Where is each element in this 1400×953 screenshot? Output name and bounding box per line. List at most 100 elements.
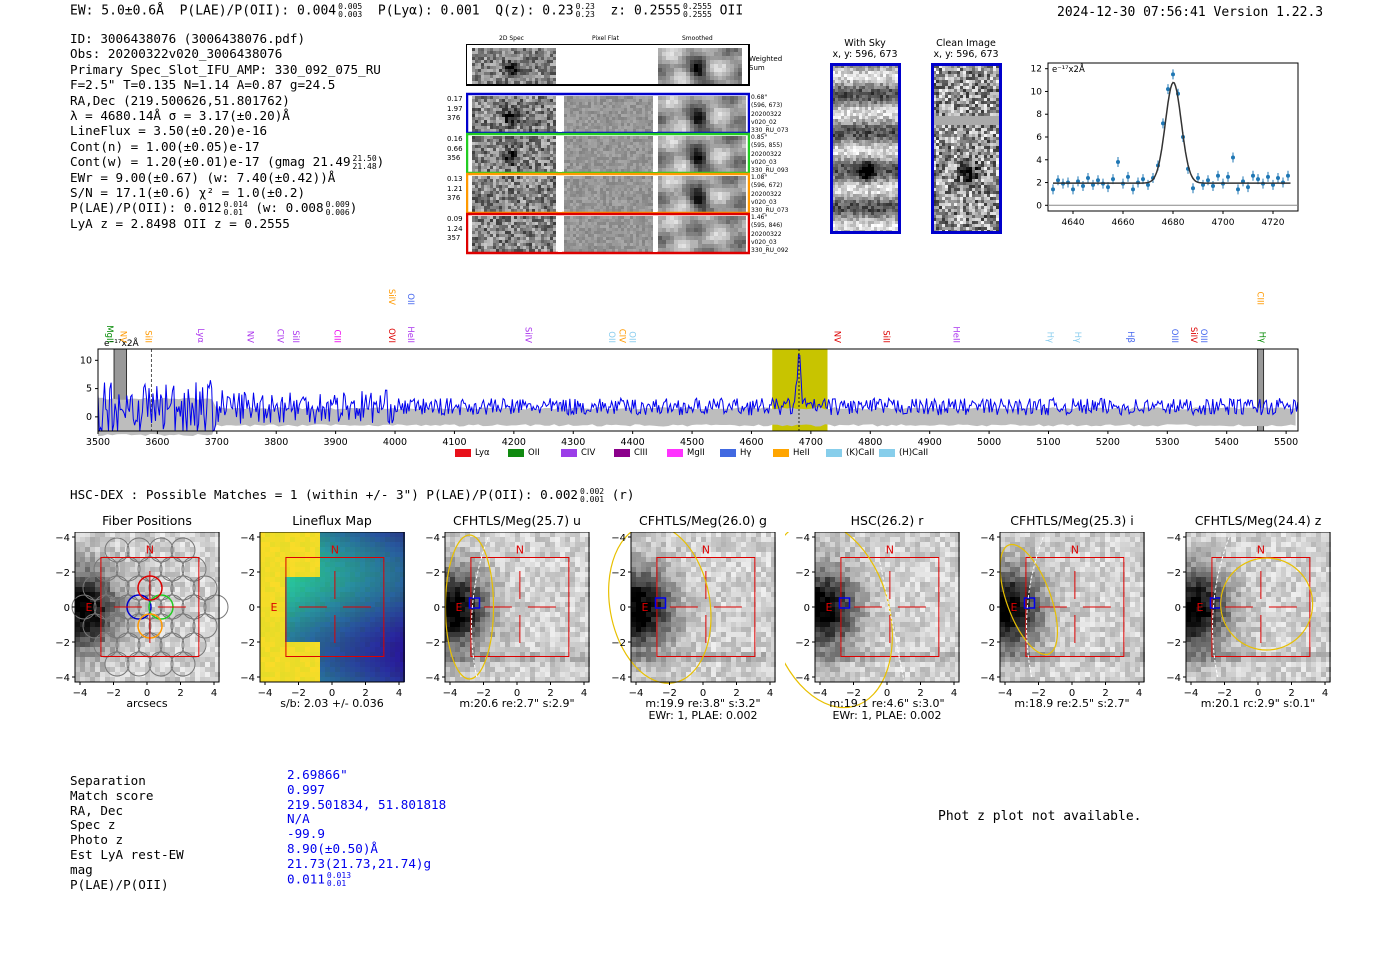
pixel [633,108,636,111]
pixel [535,151,538,154]
pixel [585,111,588,114]
pixel [508,145,511,148]
smooth-pixel [658,152,662,156]
pixel [594,234,597,237]
sky-pixel [880,104,883,107]
pixel [588,237,591,240]
pixel [600,102,603,105]
smooth-pixel [694,200,698,204]
row-3-right-4: 330_RU_092 [751,247,789,255]
pixel [576,154,579,157]
pixel [478,179,481,182]
pixel [567,225,570,228]
pixel [472,123,475,126]
pixel [490,108,493,111]
pixel [609,166,612,169]
pixel [520,69,523,72]
pixel [529,51,532,54]
pixel [564,225,567,228]
smooth-pixel [694,52,698,56]
pixel [576,219,579,222]
pixel [570,249,573,252]
sky-pixel [853,161,856,164]
sky-pixel [850,128,853,131]
pixel [615,237,618,240]
smooth-pixel [706,240,710,244]
sky-pixel [862,116,865,119]
pixel [553,197,556,200]
sky-pixel [850,71,853,74]
pixel [576,145,579,148]
smooth-pixel [726,136,730,140]
pixel [609,222,612,225]
sky-pixel [895,68,898,71]
pixel [597,105,600,108]
sky-pixel [832,155,835,158]
pixel [478,160,481,163]
pixel [550,48,553,51]
pixel [496,225,499,228]
pixel [493,163,496,166]
smooth-pixel [670,184,674,188]
pixel [591,206,594,209]
sky-pixel [832,131,835,134]
pixel [612,99,615,102]
pixel [535,105,538,108]
sky-pixel [850,65,853,68]
smooth-pixel [718,80,722,84]
pixel [564,139,567,142]
smooth-pixel [682,160,686,164]
pixel [582,176,585,179]
smooth-pixel [666,204,670,208]
sky-pixel [871,143,874,146]
pixel [642,157,645,160]
sky-pixel [835,77,838,80]
pixel [499,160,502,163]
pixel [585,179,588,182]
sky-pixel [841,95,844,98]
pixel [529,105,532,108]
pixel [627,139,630,142]
smooth-pixel [726,56,730,60]
pixel [511,157,514,160]
pixel [487,108,490,111]
sky-pixel [853,116,856,119]
pixel [567,176,570,179]
pixel [496,243,499,246]
pixel [490,237,493,240]
smooth-pixel [678,72,682,76]
pixel [541,105,544,108]
pixel [597,185,600,188]
pixel [520,166,523,169]
row-0-flat [564,96,654,132]
pixel [573,163,576,166]
pixel [478,197,481,200]
smooth-pixel [666,80,670,84]
pixel [651,166,654,169]
pixel [484,206,487,209]
smooth-pixel [698,68,702,72]
pixel [490,194,493,197]
pixel [544,216,547,219]
pixel [639,111,642,114]
pixel [553,57,556,60]
pixel [493,203,496,206]
sky-pixel [892,89,895,92]
pixel [508,157,511,160]
sky-pixel [868,152,871,155]
pixel [493,151,496,154]
smooth-pixel [694,196,698,200]
pixel [597,111,600,114]
pixel [645,185,648,188]
sky-pixel [871,68,874,71]
sky-pixel [844,98,847,101]
smooth-pixel [710,80,714,84]
sky-pixel [856,89,859,92]
pixel [481,145,484,148]
smooth-pixel [690,164,694,168]
pixel [630,102,633,105]
row-2-flat [564,176,654,212]
pixel [633,151,636,154]
smooth-pixel [730,144,734,148]
pixel [499,194,502,197]
